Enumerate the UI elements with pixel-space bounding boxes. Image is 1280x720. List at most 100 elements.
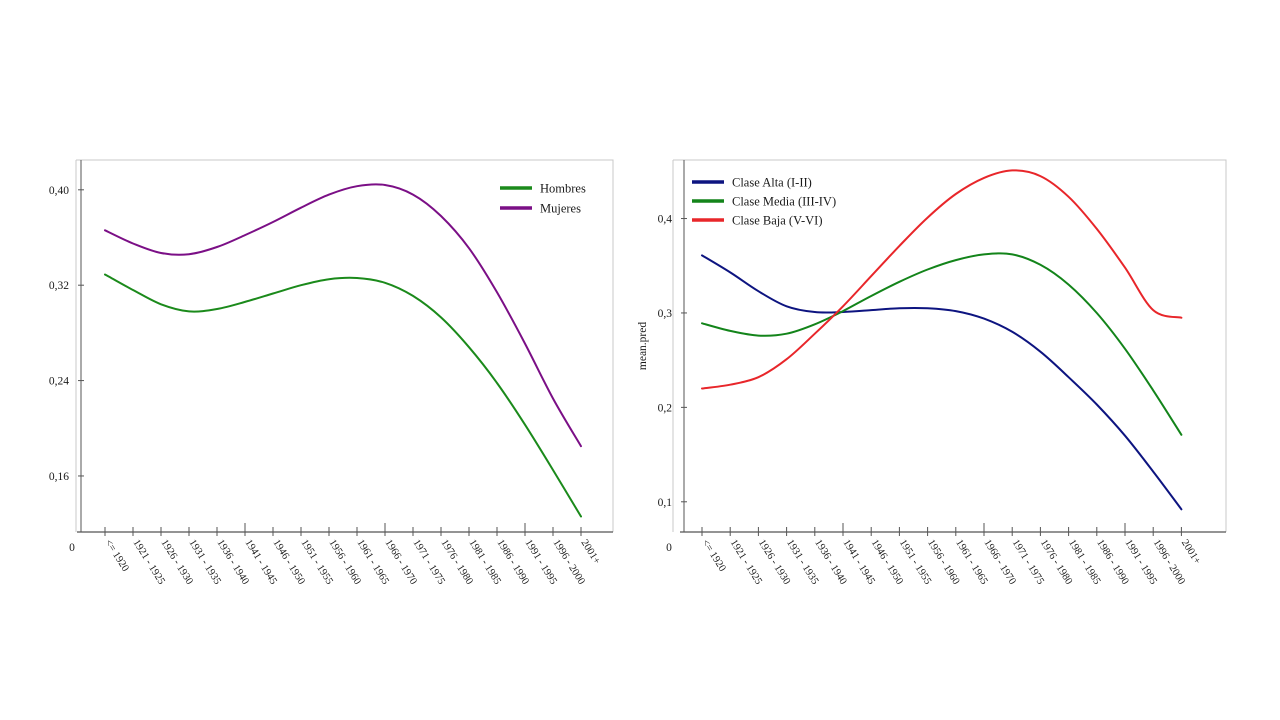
data-point — [1180, 316, 1182, 318]
x-tick-label: <= 1920 — [102, 538, 130, 574]
data-point — [384, 184, 386, 186]
data-point — [983, 177, 985, 179]
data-point — [1152, 470, 1154, 472]
data-point — [384, 282, 386, 284]
data-point — [983, 317, 985, 319]
data-point — [814, 323, 816, 325]
data-point — [440, 316, 442, 318]
data-point — [701, 387, 703, 389]
y-tick-label: 0,4 — [658, 214, 673, 226]
plot-frame — [673, 159, 1227, 532]
data-point — [729, 330, 731, 332]
data-point — [898, 281, 900, 283]
data-point — [926, 307, 928, 309]
data-point — [1180, 434, 1182, 436]
data-point — [757, 334, 759, 336]
data-point — [412, 193, 414, 195]
series-line — [701, 252, 1183, 436]
data-point — [814, 333, 816, 335]
data-point — [983, 253, 985, 255]
data-point — [926, 216, 928, 218]
data-point — [1096, 312, 1098, 314]
data-point — [524, 342, 526, 344]
y-tick-label: 0,40 — [49, 185, 69, 197]
y-tick-label: 0,24 — [49, 376, 69, 388]
origin-label: 0 — [69, 542, 75, 554]
plot-frame — [76, 159, 614, 532]
y-tick-label: 0,32 — [49, 280, 69, 292]
data-point — [216, 246, 218, 248]
data-point — [757, 376, 759, 378]
data-point — [1039, 264, 1041, 266]
x-tick-label: 2001+ — [1179, 538, 1203, 567]
data-point — [1152, 389, 1154, 391]
data-point — [701, 322, 703, 324]
data-point — [132, 242, 134, 244]
data-point — [814, 311, 816, 313]
data-point — [300, 284, 302, 286]
data-point — [870, 309, 872, 311]
data-point — [729, 384, 731, 386]
data-point — [1124, 266, 1126, 268]
data-point — [244, 301, 246, 303]
data-point — [524, 423, 526, 425]
data-point — [216, 308, 218, 310]
legend-label: Clase Alta (I-II) — [732, 176, 812, 190]
data-point — [188, 253, 190, 255]
data-point — [160, 252, 162, 254]
data-point — [1096, 228, 1098, 230]
series-line — [701, 254, 1183, 511]
data-point — [244, 234, 246, 236]
data-point — [785, 333, 787, 335]
data-point — [160, 303, 162, 305]
data-point — [870, 275, 872, 277]
y-tick-label: 0,3 — [658, 308, 673, 320]
data-point — [1011, 331, 1013, 333]
data-point — [580, 445, 582, 447]
data-point — [104, 273, 106, 275]
data-point — [300, 206, 302, 208]
data-point — [356, 185, 358, 187]
chart-left: 0,160,240,320,400 <= 1920 1921 - 19251926 … — [49, 159, 614, 587]
data-point — [440, 215, 442, 217]
data-point — [785, 305, 787, 307]
x-tick-label: <= 1920 — [699, 538, 727, 574]
data-point — [496, 382, 498, 384]
data-point — [1124, 348, 1126, 350]
legend-label: Hombres — [540, 182, 586, 196]
data-point — [729, 271, 731, 273]
data-point — [955, 310, 957, 312]
legend-label: Clase Baja (V-VI) — [732, 214, 823, 228]
series-line — [104, 273, 582, 518]
data-point — [898, 307, 900, 309]
data-point — [785, 358, 787, 360]
data-point — [272, 292, 274, 294]
data-point — [104, 229, 106, 231]
data-point — [1152, 309, 1154, 311]
origin-label: 0 — [666, 542, 672, 554]
data-point — [1011, 169, 1013, 171]
data-point — [757, 290, 759, 292]
data-point — [842, 305, 844, 307]
data-point — [1039, 350, 1041, 352]
series-line — [104, 183, 582, 448]
y-axis-title: mean.pred — [637, 322, 649, 370]
data-point — [870, 295, 872, 297]
data-point — [580, 515, 582, 517]
legend-label: Clase Media (III-IV) — [732, 195, 836, 209]
data-point — [552, 469, 554, 471]
data-point — [496, 291, 498, 293]
data-point — [552, 397, 554, 399]
data-point — [272, 221, 274, 223]
data-point — [468, 346, 470, 348]
data-point — [188, 310, 190, 312]
data-point — [1067, 196, 1069, 198]
y-tick-label: 0,16 — [49, 471, 69, 483]
data-point — [955, 259, 957, 261]
data-point — [412, 295, 414, 297]
data-point — [1124, 434, 1126, 436]
data-point — [132, 289, 134, 291]
data-point — [1096, 403, 1098, 405]
